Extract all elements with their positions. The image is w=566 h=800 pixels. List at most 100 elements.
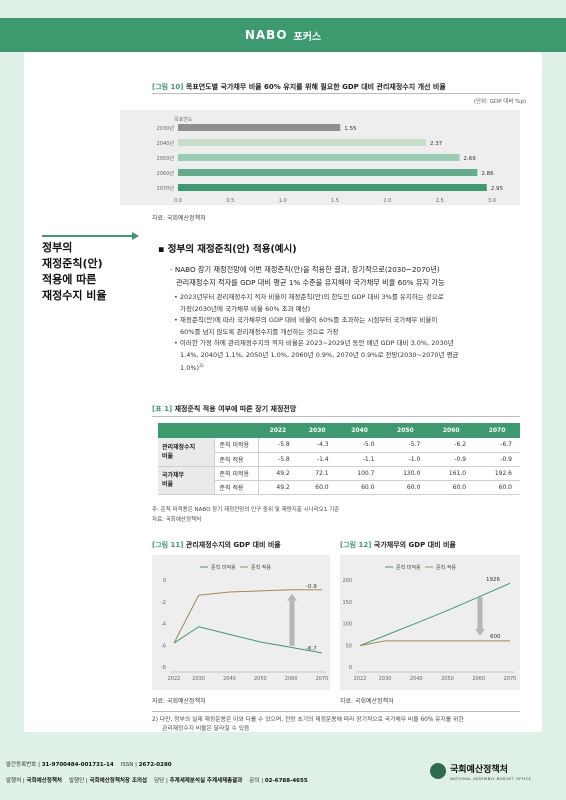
nabo-logo: NABO [244,28,288,42]
x-tick-label: 2050 [441,676,454,682]
bar-category-label: 2070년 [157,185,175,192]
figure10-chart: 2030년 1.55 2040년 2.37 2050년 2.69 2060년 2.86 2070… [157,124,504,204]
figure11-chart-box [152,555,330,690]
footnote: 2) 다만, 정부의 실제 재정운용은 이와 다를 수 있으며, 전망 초기의 … [152,717,464,732]
series-line [173,589,322,644]
section-paragraph: - NABO 장기 재정전망에 이번 재정준칙(안)을 적용한 결과, 장기적으… [170,265,445,287]
arrow-shaft [477,597,483,629]
table-header-row: 2022 2030 2040 2050 2060 2070 [158,423,520,438]
figure10-divider [152,93,520,94]
series-line [359,582,511,647]
table1-title: [표 1] 재정준칙 적용 여부에 따른 장기 재정전망 [152,405,297,413]
y-tick-label: 200 [342,578,352,584]
table-row: 관리재정수지 비율 준칙 미적용 -5.8 -4.3 -5.0 -5.7 -6.2… [158,438,520,467]
bar [178,139,427,146]
y-tick-label: 0 [163,578,166,584]
x-tick-label: 2.5 [436,198,444,204]
bar-value-label: 2.37 [430,141,443,147]
section-heading: ▪ 정부의 재정준칙(안) 적용(예시) [158,244,297,255]
data-label: -6.7 [306,646,317,652]
table-row: 준칙 적용 -5.8 -1.4 -1.1 -1.0 -0.9 -0.9 [158,452,520,467]
side-title-rule [42,235,132,237]
y-tick-label: 0 [349,665,352,671]
footer-org-en: NATIONAL ASSEMBLY BUDGET OFFICE [450,776,532,781]
figure10-unit: (단위: GDP 대비 %p) [473,99,526,105]
header-bar: NABO 포커스 [0,18,566,52]
table-group-label: 국가채무 비율 [158,466,215,495]
bar-value-label: 1.55 [344,126,357,132]
x-tick-label: 2070 [316,676,329,682]
bar-category-label: 2030년 [157,125,175,132]
table-row: 국가채무 비율 준칙 미적용 49.2 72.1 100.7 130.0 161.… [158,466,520,495]
figure10-title: [그림 10] 목표연도별 국가채무 비율 60% 유지를 위해 필요한 GDP… [152,83,446,91]
section-side-title: 정부의 재정준칙(안) 적용에 따른 재정수지 비율 [42,241,107,302]
footer-org-name: 국회예산정책처 [450,765,508,775]
x-tick-label: 2022 [168,676,181,682]
y-tick-label: 150 [342,600,352,606]
x-tick-label: 2030 [192,676,205,682]
data-label: 600 [490,634,501,640]
top-band [0,0,566,18]
x-tick-label: 0.0 [174,198,182,204]
figure10-source: 자료: 국회예산정책처 [152,215,206,222]
x-tick-label: 2022 [354,676,367,682]
data-label: 1926 [486,577,500,583]
nabo-emblem-icon [430,763,446,779]
y-tick-label: -8 [161,665,166,671]
side-title-arrow-icon [132,232,139,240]
header-focus-label: 포커스 [293,31,322,43]
y-tick-label: 50 [346,643,352,649]
legend-label: 준칙 적용 [436,564,456,571]
table-group-label: 관리재정수지 비율 [158,438,215,467]
bar-value-label: 2.95 [491,186,504,192]
x-tick-label: 2070 [504,676,517,682]
arrow-shaft [289,600,295,646]
table-row: 준칙 적용 49.2 60.0 60.0 60.0 60.0 60.0 [158,480,520,495]
bar-value-label: 2.86 [481,171,494,177]
legend-label: 준칙 미적용 [396,564,421,571]
bar [178,124,341,131]
right-band [542,52,566,732]
table1-note: 주: 준칙 미적용은 NABO 장기 재정전망의 인구 중위 및 재량지출 시나… [152,507,340,513]
footer-publisher: 발행처 | 국회예산정책처 발행인 | 국회예산정책처장 조의섭 담당 | 추계… [6,778,308,784]
y-tick-label: 100 [342,622,352,628]
bar-value-label: 2.69 [464,156,477,162]
figure10-y-header: 목표연도 [174,117,193,123]
figure11-source: 자료: 국회예산정책처 [152,698,206,705]
series-line [173,626,323,654]
figure12-chart-box [340,555,520,690]
legend-label: 준칙 적용 [251,564,271,571]
x-tick-label: 2040 [223,676,236,682]
bar-category-label: 2060년 [157,170,175,177]
table1-source: 자료: 국회예산정책처 [152,517,202,523]
bar [178,154,460,161]
x-tick-label: 2040 [410,676,423,682]
bar-category-label: 2040년 [157,140,175,147]
y-tick-label: -4 [161,622,166,628]
x-tick-label: 2030 [379,676,392,682]
table1: 2022 2030 2040 2050 2060 2070 관리재정수지 비율 준… [158,423,520,495]
y-tick-label: -2 [161,600,166,606]
bar-category-label: 2050년 [157,155,175,162]
x-tick-label: 3.0 [488,198,496,204]
figure12-title: [그림 12] 국가채무의 GDP 대비 비율 [340,541,456,549]
table1-divider [152,416,520,417]
arrow-head-icon [475,628,485,636]
footer [0,732,566,800]
x-tick-label: 1.5 [331,198,339,204]
figure12-source: 자료: 국회예산정책처 [340,698,394,705]
series-line [359,640,510,647]
x-tick-label: 2050 [254,676,267,682]
bar [178,169,478,176]
y-tick-label: -6 [161,643,166,649]
footer-registration: 발간등록번호 | 31-9700484-001731-14 ISSN | 267… [6,762,172,768]
x-tick-label: 1.0 [279,198,287,204]
x-tick-label: 0.5 [226,198,234,204]
bar [178,184,487,191]
data-label: -0.9 [306,584,317,590]
footnote-divider [152,711,520,712]
x-tick-label: 2060 [472,676,485,682]
figure11-title: [그림 11] 관리재정수지의 GDP 대비 비율 [152,541,281,549]
